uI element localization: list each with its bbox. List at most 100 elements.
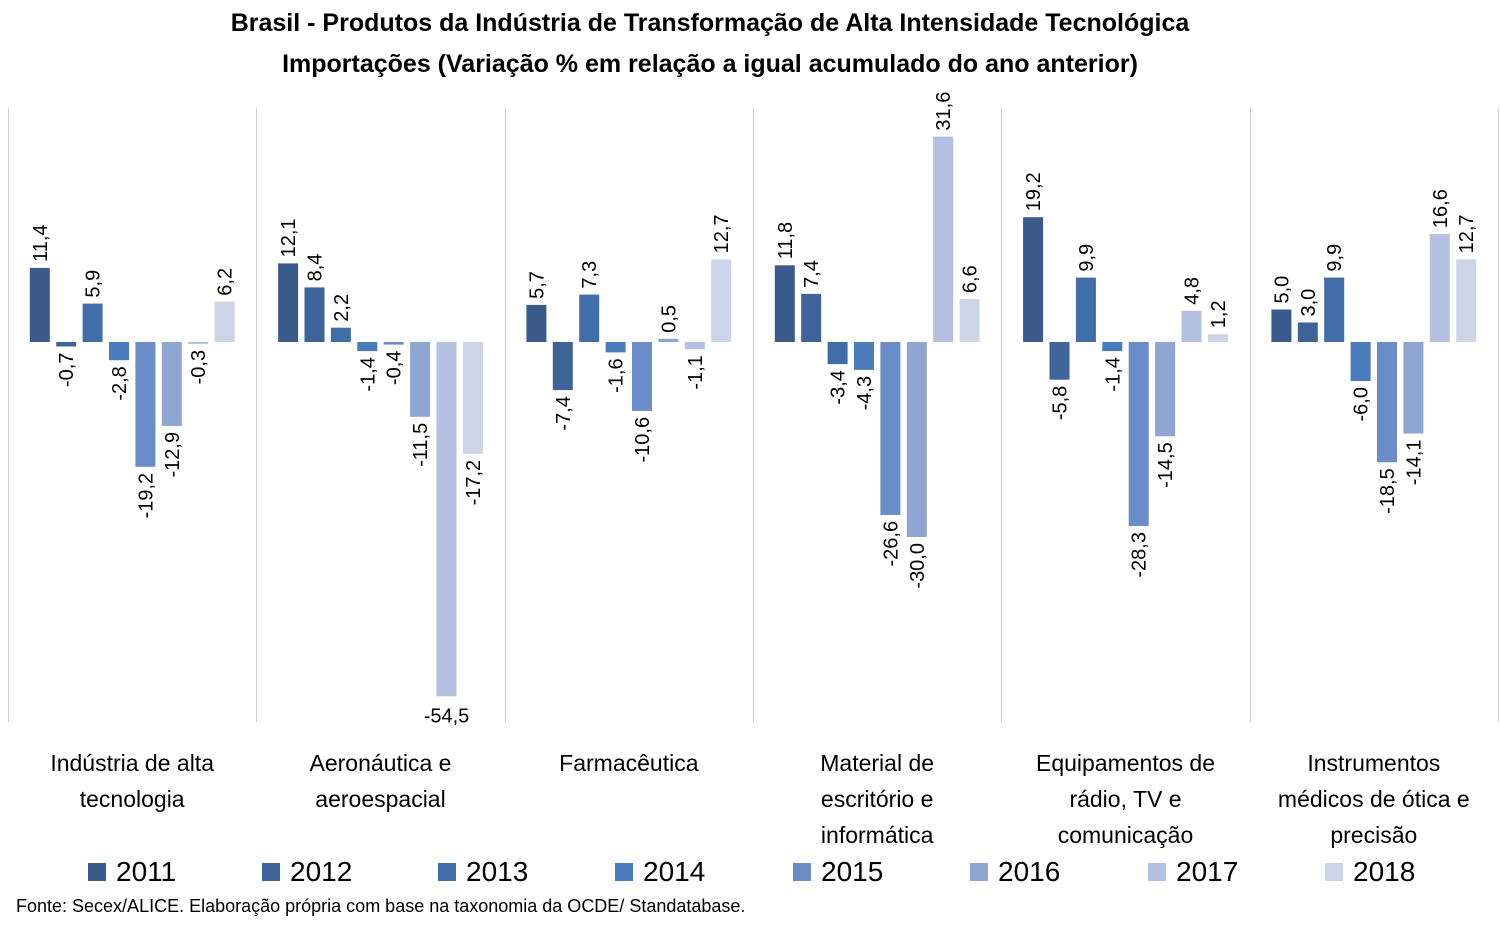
bar-2015-1 (135, 342, 156, 467)
bar-2017-3 (684, 342, 705, 350)
legend-swatch (615, 863, 633, 881)
data-label: -1,4 (1102, 357, 1124, 391)
category-label-line: Aeronáutica e (309, 750, 452, 776)
data-label: -0,4 (384, 351, 406, 385)
bar-2018-2 (462, 342, 483, 454)
data-label: -5,8 (1050, 386, 1072, 420)
bar-2012-4 (801, 293, 822, 342)
bar-2016-3 (658, 338, 679, 343)
data-label: -4,3 (854, 376, 876, 410)
legend-item-2018: 2018 (1325, 852, 1415, 892)
data-label: -10,6 (632, 417, 654, 463)
category-label: Material de escritório e informática (753, 745, 1001, 853)
legend-label: 2013 (466, 856, 529, 887)
bar-2018-6 (1456, 259, 1477, 342)
bar-2012-3 (552, 342, 573, 391)
data-label: 12,1 (278, 218, 300, 257)
data-label: -11,5 (410, 423, 432, 467)
bar-2015-6 (1377, 342, 1397, 463)
legend-item-2011: 2011 (88, 852, 176, 892)
chart-subtitle: Importações (Variação % em relação a igu… (282, 50, 1138, 78)
bar-2012-5 (1049, 342, 1070, 380)
legend-swatch (262, 863, 280, 881)
data-label: -7,4 (553, 396, 575, 430)
data-label: -0,3 (188, 350, 210, 384)
data-label: 7,4 (801, 260, 823, 288)
data-label: 12,7 (711, 214, 733, 253)
bar-2013-2 (330, 327, 351, 342)
data-label: 12,7 (1456, 214, 1478, 253)
data-label: 9,9 (1324, 244, 1346, 272)
data-label: 3,0 (1298, 289, 1320, 317)
bar-2014-6 (1350, 342, 1371, 381)
data-label: 6,6 (960, 265, 982, 293)
bar-2016-5 (1155, 342, 1176, 437)
legend-item-2016: 2016 (970, 852, 1060, 892)
data-label: 11,8 (775, 222, 797, 259)
bar-2011-4 (774, 265, 795, 342)
bar-2014-4 (854, 342, 874, 370)
legend-label: 2012 (290, 856, 353, 887)
category-label: Indústria de alta tecnologia (8, 745, 256, 817)
category-label-line: médicos de ótica e (1277, 786, 1470, 812)
legend-item-2013: 2013 (438, 852, 528, 892)
bar-2015-4 (880, 342, 901, 515)
bar-2014-3 (605, 342, 626, 353)
bar-2017-1 (188, 342, 209, 344)
bar-2014-5 (1102, 342, 1123, 352)
category-label-line: Instrumentos (1307, 750, 1441, 776)
data-label: -3,4 (828, 370, 850, 404)
data-label: 1,2 (1208, 300, 1230, 328)
bar-2018-3 (711, 259, 732, 342)
legend-item-2012: 2012 (262, 852, 352, 892)
bar-2011-6 (1271, 309, 1292, 342)
bar-2012-6 (1297, 322, 1318, 342)
bar-2018-1 (214, 301, 235, 342)
data-label: -1,4 (357, 357, 379, 391)
data-label: 5,7 (526, 271, 548, 299)
legend-label: 2016 (998, 856, 1061, 887)
bar-2018-4 (959, 299, 980, 342)
data-label: -54,5 (424, 705, 470, 727)
data-label: 5,0 (1271, 276, 1293, 304)
bar-2016-6 (1403, 342, 1424, 434)
legend-item-2014: 2014 (615, 852, 705, 892)
bar-2017-4 (933, 136, 954, 342)
data-label: -6,0 (1351, 387, 1373, 421)
source-note: Fonte: Secex/ALICE. Elaboração própria c… (16, 896, 746, 916)
bar-2017-5 (1181, 310, 1202, 342)
data-label: 19,2 (1023, 172, 1045, 211)
legend-swatch (1148, 863, 1166, 881)
bar-2011-3 (526, 304, 547, 342)
legend-label: 2015 (821, 856, 884, 887)
category-label-line: tecnologia (79, 786, 185, 812)
legend-swatch (793, 863, 811, 881)
data-label: 11,4 (30, 224, 52, 261)
data-label: -2,8 (109, 366, 131, 400)
legend-label: 2014 (643, 856, 706, 887)
bar-2013-4 (827, 342, 848, 365)
data-label: 7,3 (579, 261, 601, 289)
data-label: -18,5 (1377, 468, 1399, 514)
legend-label: 2018 (1353, 856, 1416, 887)
category-label-line: aeroespacial (315, 786, 446, 812)
category-label: Aeronáutica e aeroespacial (256, 745, 504, 817)
data-label: -1,6 (606, 358, 628, 392)
data-label: -26,6 (880, 521, 902, 567)
bar-2017-2 (436, 342, 457, 697)
bar-2016-1 (161, 342, 182, 426)
category-label-line: informática (820, 822, 934, 848)
legend-label: 2017 (1176, 856, 1239, 887)
category-label-line: Material de (820, 750, 935, 776)
bar-2012-1 (56, 342, 77, 347)
data-label: -12,9 (162, 432, 184, 478)
category-label: Farmacêutica (505, 745, 753, 781)
data-label: 6,2 (215, 268, 237, 296)
category-label: Instrumentos médicos de ótica e precisão (1250, 745, 1498, 853)
legend-swatch (88, 863, 106, 881)
legend-item-2017: 2017 (1148, 852, 1238, 892)
data-label: -17,2 (463, 460, 485, 506)
category-label-line: comunicação (1057, 822, 1194, 848)
data-label: -30,0 (907, 543, 929, 589)
